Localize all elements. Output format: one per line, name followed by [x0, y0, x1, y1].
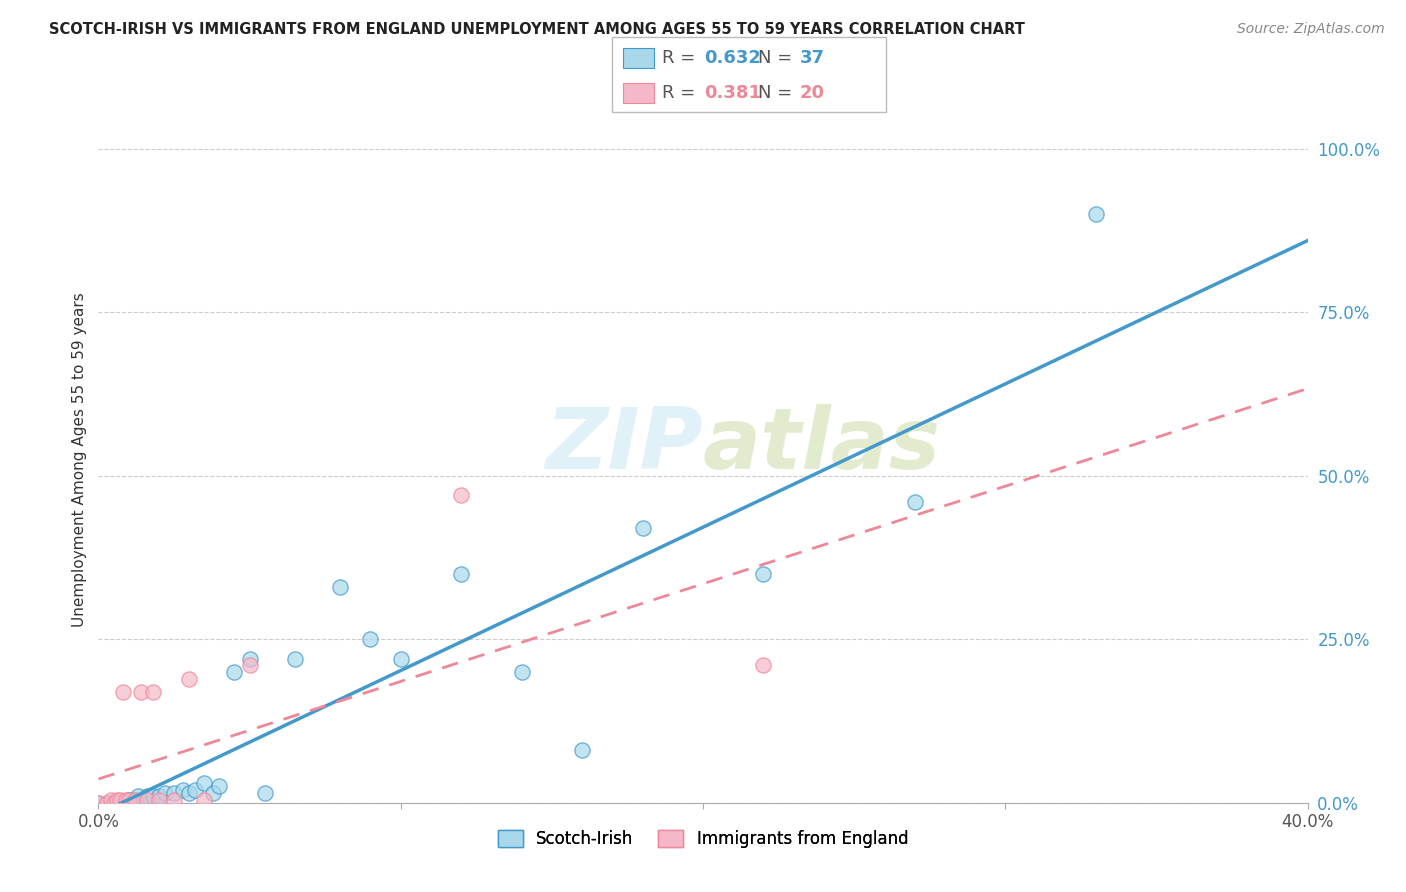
Point: [571, 743, 593, 757]
Point: [111, 796, 134, 810]
Text: 0.381: 0.381: [704, 84, 762, 102]
Point: [124, 792, 146, 806]
Point: [127, 789, 149, 804]
Point: [389, 652, 412, 666]
Point: [87, 796, 110, 810]
Point: [103, 796, 125, 810]
Point: [124, 792, 146, 806]
Point: [179, 786, 201, 800]
Point: [193, 776, 215, 790]
Point: [224, 665, 246, 679]
Point: [284, 652, 307, 666]
Text: 37: 37: [800, 49, 825, 67]
Point: [172, 782, 194, 797]
Point: [105, 796, 128, 810]
Text: 20: 20: [800, 84, 825, 102]
Text: R =: R =: [662, 84, 702, 102]
Point: [904, 495, 927, 509]
Point: [184, 782, 207, 797]
Text: atlas: atlas: [703, 404, 941, 487]
Point: [105, 792, 128, 806]
Point: [114, 796, 136, 810]
Text: N =: N =: [758, 84, 797, 102]
Point: [148, 792, 170, 806]
Text: 0.632: 0.632: [704, 49, 761, 67]
Text: N =: N =: [758, 49, 797, 67]
Point: [111, 684, 134, 698]
Point: [132, 792, 155, 806]
Point: [239, 658, 262, 673]
Point: [329, 580, 352, 594]
Point: [153, 786, 176, 800]
Point: [253, 786, 276, 800]
Point: [96, 796, 118, 810]
Point: [96, 796, 118, 810]
Point: [142, 684, 165, 698]
Point: [179, 672, 201, 686]
Point: [631, 521, 654, 535]
Text: Source: ZipAtlas.com: Source: ZipAtlas.com: [1237, 22, 1385, 37]
Point: [103, 796, 125, 810]
Point: [360, 632, 382, 647]
Point: [163, 792, 186, 806]
Point: [202, 786, 225, 800]
Y-axis label: Unemployment Among Ages 55 to 59 years: Unemployment Among Ages 55 to 59 years: [72, 292, 87, 627]
Point: [752, 658, 775, 673]
Point: [142, 789, 165, 804]
Point: [114, 792, 136, 806]
Point: [129, 684, 152, 698]
Point: [752, 566, 775, 581]
Point: [239, 652, 262, 666]
Point: [108, 792, 131, 806]
Point: [510, 665, 533, 679]
Point: [135, 789, 157, 804]
Point: [118, 792, 141, 806]
Point: [450, 566, 472, 581]
Point: [163, 786, 186, 800]
Text: SCOTCH-IRISH VS IMMIGRANTS FROM ENGLAND UNEMPLOYMENT AMONG AGES 55 TO 59 YEARS C: SCOTCH-IRISH VS IMMIGRANTS FROM ENGLAND …: [49, 22, 1025, 37]
Point: [135, 792, 157, 806]
Point: [118, 792, 141, 806]
Point: [108, 796, 131, 810]
Point: [100, 792, 122, 806]
Point: [87, 796, 110, 810]
Point: [193, 792, 215, 806]
Text: ZIP: ZIP: [546, 404, 703, 487]
Point: [118, 792, 141, 806]
Legend: Scotch-Irish, Immigrants from England: Scotch-Irish, Immigrants from England: [489, 822, 917, 856]
Point: [1085, 207, 1108, 221]
Point: [208, 780, 231, 794]
Point: [450, 488, 472, 502]
Text: R =: R =: [662, 49, 702, 67]
Point: [148, 789, 170, 804]
